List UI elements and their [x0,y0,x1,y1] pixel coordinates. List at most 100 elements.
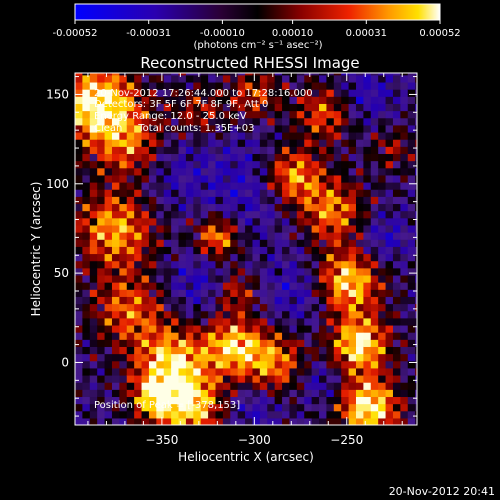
heatmap-cell [75,360,83,369]
heatmap-cell [363,160,372,169]
heatmap-cell [222,74,231,83]
heatmap-cell [355,146,364,155]
heatmap-cell [89,153,98,162]
heatmap-cell [267,117,276,126]
heatmap-cell [378,73,387,76]
heatmap-cell [193,96,202,104]
heatmap-cell [252,260,261,269]
heatmap-cell [156,189,165,197]
heatmap-cell [171,267,180,276]
heatmap-cell [400,260,409,269]
heatmap-cell [341,410,350,419]
heatmap-cell [156,89,165,97]
heatmap-cell [274,224,283,233]
heatmap-cell [370,96,379,104]
heatmap-cell [148,310,157,319]
heatmap-cell [222,81,231,90]
heatmap-cell [178,153,187,162]
heatmap-cell [341,146,350,155]
heatmap-cell [178,167,187,176]
heatmap-cell [370,224,379,233]
heatmap-cell [385,232,394,240]
heatmap-cell [378,382,387,390]
heatmap-cell [407,210,416,219]
heatmap-cell [348,117,357,126]
heatmap-cell [370,303,379,312]
heatmap-cell [200,360,209,369]
heatmap-cell [75,289,83,297]
heatmap-cell [370,389,379,398]
heatmap-cell [156,360,165,369]
heatmap-cell [392,103,401,112]
heatmap-cell [274,246,283,255]
heatmap-cell [311,239,320,247]
heatmap-cell [341,246,350,255]
heatmap-cell [230,382,239,390]
heatmap-cell [252,303,261,312]
heatmap-cell [267,389,276,398]
heatmap-cell [104,396,113,405]
heatmap-cell [378,217,387,226]
heatmap-cell [185,189,194,197]
heatmap-cell [215,260,224,269]
heatmap-cell [289,332,298,340]
heatmap-cell [392,139,401,147]
heatmap-cell [193,131,202,140]
heatmap-cell [289,417,298,425]
heatmap-cell [252,74,261,83]
heatmap-cell [415,73,417,76]
heatmap-cell [148,203,157,212]
heatmap-cell [326,360,335,369]
heatmap-cell [370,203,379,212]
heatmap-cell [259,160,268,169]
heatmap-cell [400,274,409,283]
heatmap-cell [171,181,180,190]
heatmap-cell [319,417,328,425]
heatmap-cell [289,346,298,355]
heatmap-cell [355,389,364,398]
heatmap-cell [208,89,217,97]
y-tick-label: 50 [54,266,69,280]
heatmap-cell [252,310,261,319]
heatmap-cell [163,296,172,305]
heatmap-cell [267,131,276,140]
heatmap-cell [134,181,143,190]
heatmap-cell [259,196,268,205]
heatmap-cell [89,110,98,119]
heatmap-cell [282,353,291,362]
heatmap-cell [267,303,276,312]
heatmap-cell [326,146,335,155]
colorbar-tick-label: 0.00010 [272,28,313,39]
heatmap-cell [363,346,372,355]
heatmap-cell [378,374,387,383]
heatmap-cell [141,274,150,283]
heatmap-cell [370,403,379,412]
heatmap-cell [304,382,313,390]
heatmap-cell [407,389,416,398]
heatmap-cell [141,103,150,112]
heatmap-cell [156,274,165,283]
heatmap-cell [289,239,298,247]
heatmap-cell [415,324,417,333]
heatmap-cell [341,189,350,197]
heatmap-cell [341,117,350,126]
heatmap-cell [111,267,120,276]
heatmap-cell [363,174,372,183]
heatmap-cell [215,146,224,155]
heatmap-cell [89,181,98,190]
heatmap-cell [333,289,342,297]
heatmap-cell [267,89,276,97]
heatmap-cell [259,367,268,376]
heatmap-cell [363,382,372,390]
heatmap-cell [148,360,157,369]
heatmap-cell [341,232,350,240]
heatmap-cell [111,73,120,76]
heatmap-cell [185,89,194,97]
heatmap-cell [289,117,298,126]
heatmap-cell [348,217,357,226]
heatmap-cell [104,353,113,362]
heatmap-cell [148,167,157,176]
heatmap-cell [222,417,231,425]
heatmap-cell [215,274,224,283]
chart-title: Reconstructed RHESSI Image [140,54,359,72]
